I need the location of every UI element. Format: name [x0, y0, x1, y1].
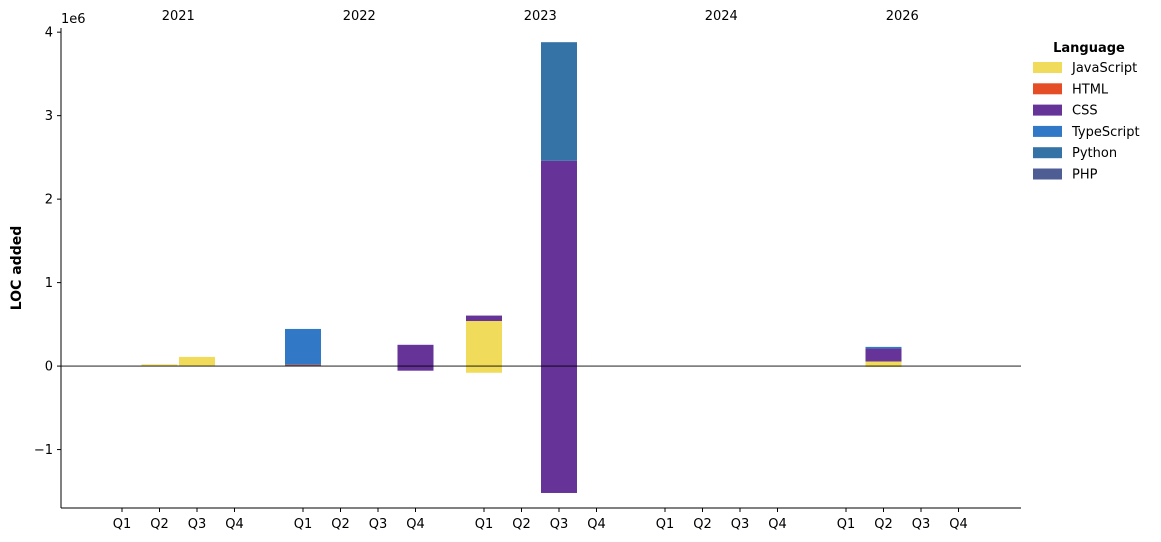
- year-label: 2023: [524, 9, 557, 24]
- legend-label: CSS: [1072, 104, 1098, 119]
- x-tick-label: Q1: [113, 517, 132, 532]
- x-tick-label: Q2: [693, 517, 712, 532]
- bar-segment: [397, 344, 434, 367]
- x-tick-label: Q4: [225, 517, 244, 532]
- legend-title: Language: [1053, 41, 1125, 56]
- y-tick-label: 1: [45, 276, 53, 291]
- legend-swatch: [1033, 125, 1062, 137]
- y-tick-label: 4: [45, 26, 53, 41]
- legend-swatch: [1033, 62, 1062, 73]
- legend-label: PHP: [1072, 168, 1098, 183]
- x-tick-label: Q3: [550, 517, 569, 532]
- legend-label: HTML: [1072, 82, 1109, 97]
- bar-segment-negative: [397, 366, 434, 371]
- bar-segment: [466, 315, 502, 322]
- bar-segment-negative: [865, 366, 902, 367]
- bar-segment: [285, 328, 321, 365]
- x-tick-label: Q3: [912, 517, 931, 532]
- x-tick-label: Q3: [369, 517, 388, 532]
- y-tick-label: 2: [45, 193, 53, 208]
- x-tick-label: Q2: [150, 517, 169, 532]
- x-tick-label: Q2: [874, 517, 893, 532]
- y-axis-title: LOC added: [9, 226, 25, 310]
- bar-segment: [541, 42, 577, 161]
- y-tick-label: −1: [34, 443, 53, 458]
- y-tick-label: 0: [45, 360, 53, 375]
- y-scale-offset-label: 1e6: [61, 12, 86, 27]
- legend-swatch: [1033, 168, 1062, 180]
- legend: Language JavaScript HTML CSS TypeScript Pytho…: [1033, 41, 1140, 183]
- legend-swatch: [1033, 104, 1062, 116]
- x-tick-label: Q4: [587, 517, 606, 532]
- legend-label: TypeScript: [1071, 125, 1140, 140]
- year-label: 2024: [705, 9, 738, 24]
- x-tick-label: Q1: [294, 517, 313, 532]
- bar-segment: [179, 356, 215, 367]
- x-tick-label: Q3: [188, 517, 207, 532]
- x-tick-label: Q1: [475, 517, 494, 532]
- labels-layer: −1 0 1 2 3 4 Q1 Q2 Q3 Q4 Q1 Q2 Q3 Q4 Q1 Q2 Q3 Q4 Q1 Q2 Q3 Q4 Q…: [9, 9, 968, 532]
- y-tick-label: 3: [45, 109, 53, 124]
- bar-segment-negative: [541, 366, 577, 493]
- year-label: 2022: [343, 9, 376, 24]
- axes-layer: [57, 28, 1021, 512]
- legend-swatch: [1033, 147, 1062, 159]
- bar-segment: [865, 361, 902, 367]
- bar-segment-negative: [466, 366, 502, 373]
- x-tick-label: Q4: [768, 517, 787, 532]
- x-tick-label: Q4: [949, 517, 968, 532]
- bar-segment: [141, 364, 178, 367]
- bar-segment: [865, 346, 902, 349]
- x-tick-label: Q1: [837, 517, 856, 532]
- legend-swatch: [1033, 83, 1062, 95]
- bars-layer: [141, 42, 902, 493]
- year-label: 2021: [162, 9, 195, 24]
- year-label: 2026: [886, 9, 919, 24]
- x-tick-label: Q3: [731, 517, 750, 532]
- x-tick-label: Q4: [406, 517, 425, 532]
- legend-label: Python: [1072, 146, 1117, 161]
- bar-segment: [285, 364, 321, 367]
- x-tick-label: Q2: [331, 517, 350, 532]
- x-tick-label: Q1: [656, 517, 675, 532]
- bar-segment: [541, 160, 577, 367]
- legend-label: JavaScript: [1071, 61, 1137, 76]
- bar-segment: [466, 321, 502, 367]
- x-tick-label: Q2: [512, 517, 531, 532]
- bar-segment: [865, 348, 902, 362]
